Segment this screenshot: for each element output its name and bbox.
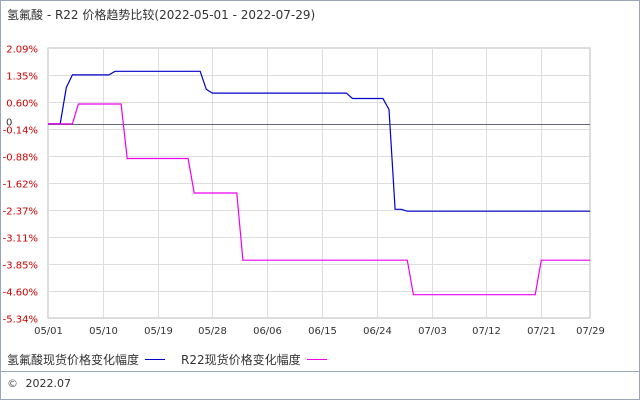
footer-date: 2022.07 [25,377,72,390]
chart-title: 氢氟酸 - R22 价格趋势比较(2022-05-01 - 2022-07-29… [7,8,316,22]
y-tick-label: -3.11% [3,234,38,245]
x-tick-label: 07/21 [527,326,556,337]
legend-label-hf: 氢氟酸现货价格变化幅度 [7,353,140,367]
x-tick-label: 06/24 [363,326,392,337]
x-tick-label: 07/03 [418,326,447,337]
legend-label-r22: R22现货价格变化幅度 [181,353,301,367]
y-tick-label: 0.60% [6,99,38,110]
x-tick-label: 06/06 [253,326,282,337]
series-line-1 [48,103,590,296]
y-tick-label: -5.34% [3,315,38,326]
y-tick-label: 2.09% [6,45,38,56]
x-tick-label: 05/28 [198,326,227,337]
y-tick-label: -2.37% [3,207,38,218]
x-tick-label: 07/29 [576,326,605,337]
copyright-icon: © [7,377,18,390]
chart-legend: 氢氟酸现货价格变化幅度 R22现货价格变化幅度 [7,351,343,368]
legend-item-hf: 氢氟酸现货价格变化幅度 [7,351,166,368]
legend-item-r22: R22现货价格变化幅度 [181,351,327,368]
x-tick-label: 05/10 [89,326,118,337]
legend-swatch-r22 [306,359,327,360]
y-tick-label: -3.85% [3,261,38,272]
y-tick-label: 1.35% [6,72,38,83]
zero-label: 0 [6,118,12,129]
y-tick-label: -0.88% [3,153,38,164]
footer: © 2022.07 [7,377,71,390]
legend-swatch-hf [145,359,166,360]
x-tick-label: 05/01 [34,326,63,337]
series-line-0 [48,70,590,212]
x-tick-label: 05/19 [144,326,173,337]
x-tick-label: 06/15 [308,326,337,337]
y-tick-label: -1.62% [3,180,38,191]
footer-divider [0,371,640,372]
x-tick-label: 07/12 [472,326,501,337]
y-tick-label: -4.60% [3,288,38,299]
y-tick-label: -0.14% [3,126,38,137]
